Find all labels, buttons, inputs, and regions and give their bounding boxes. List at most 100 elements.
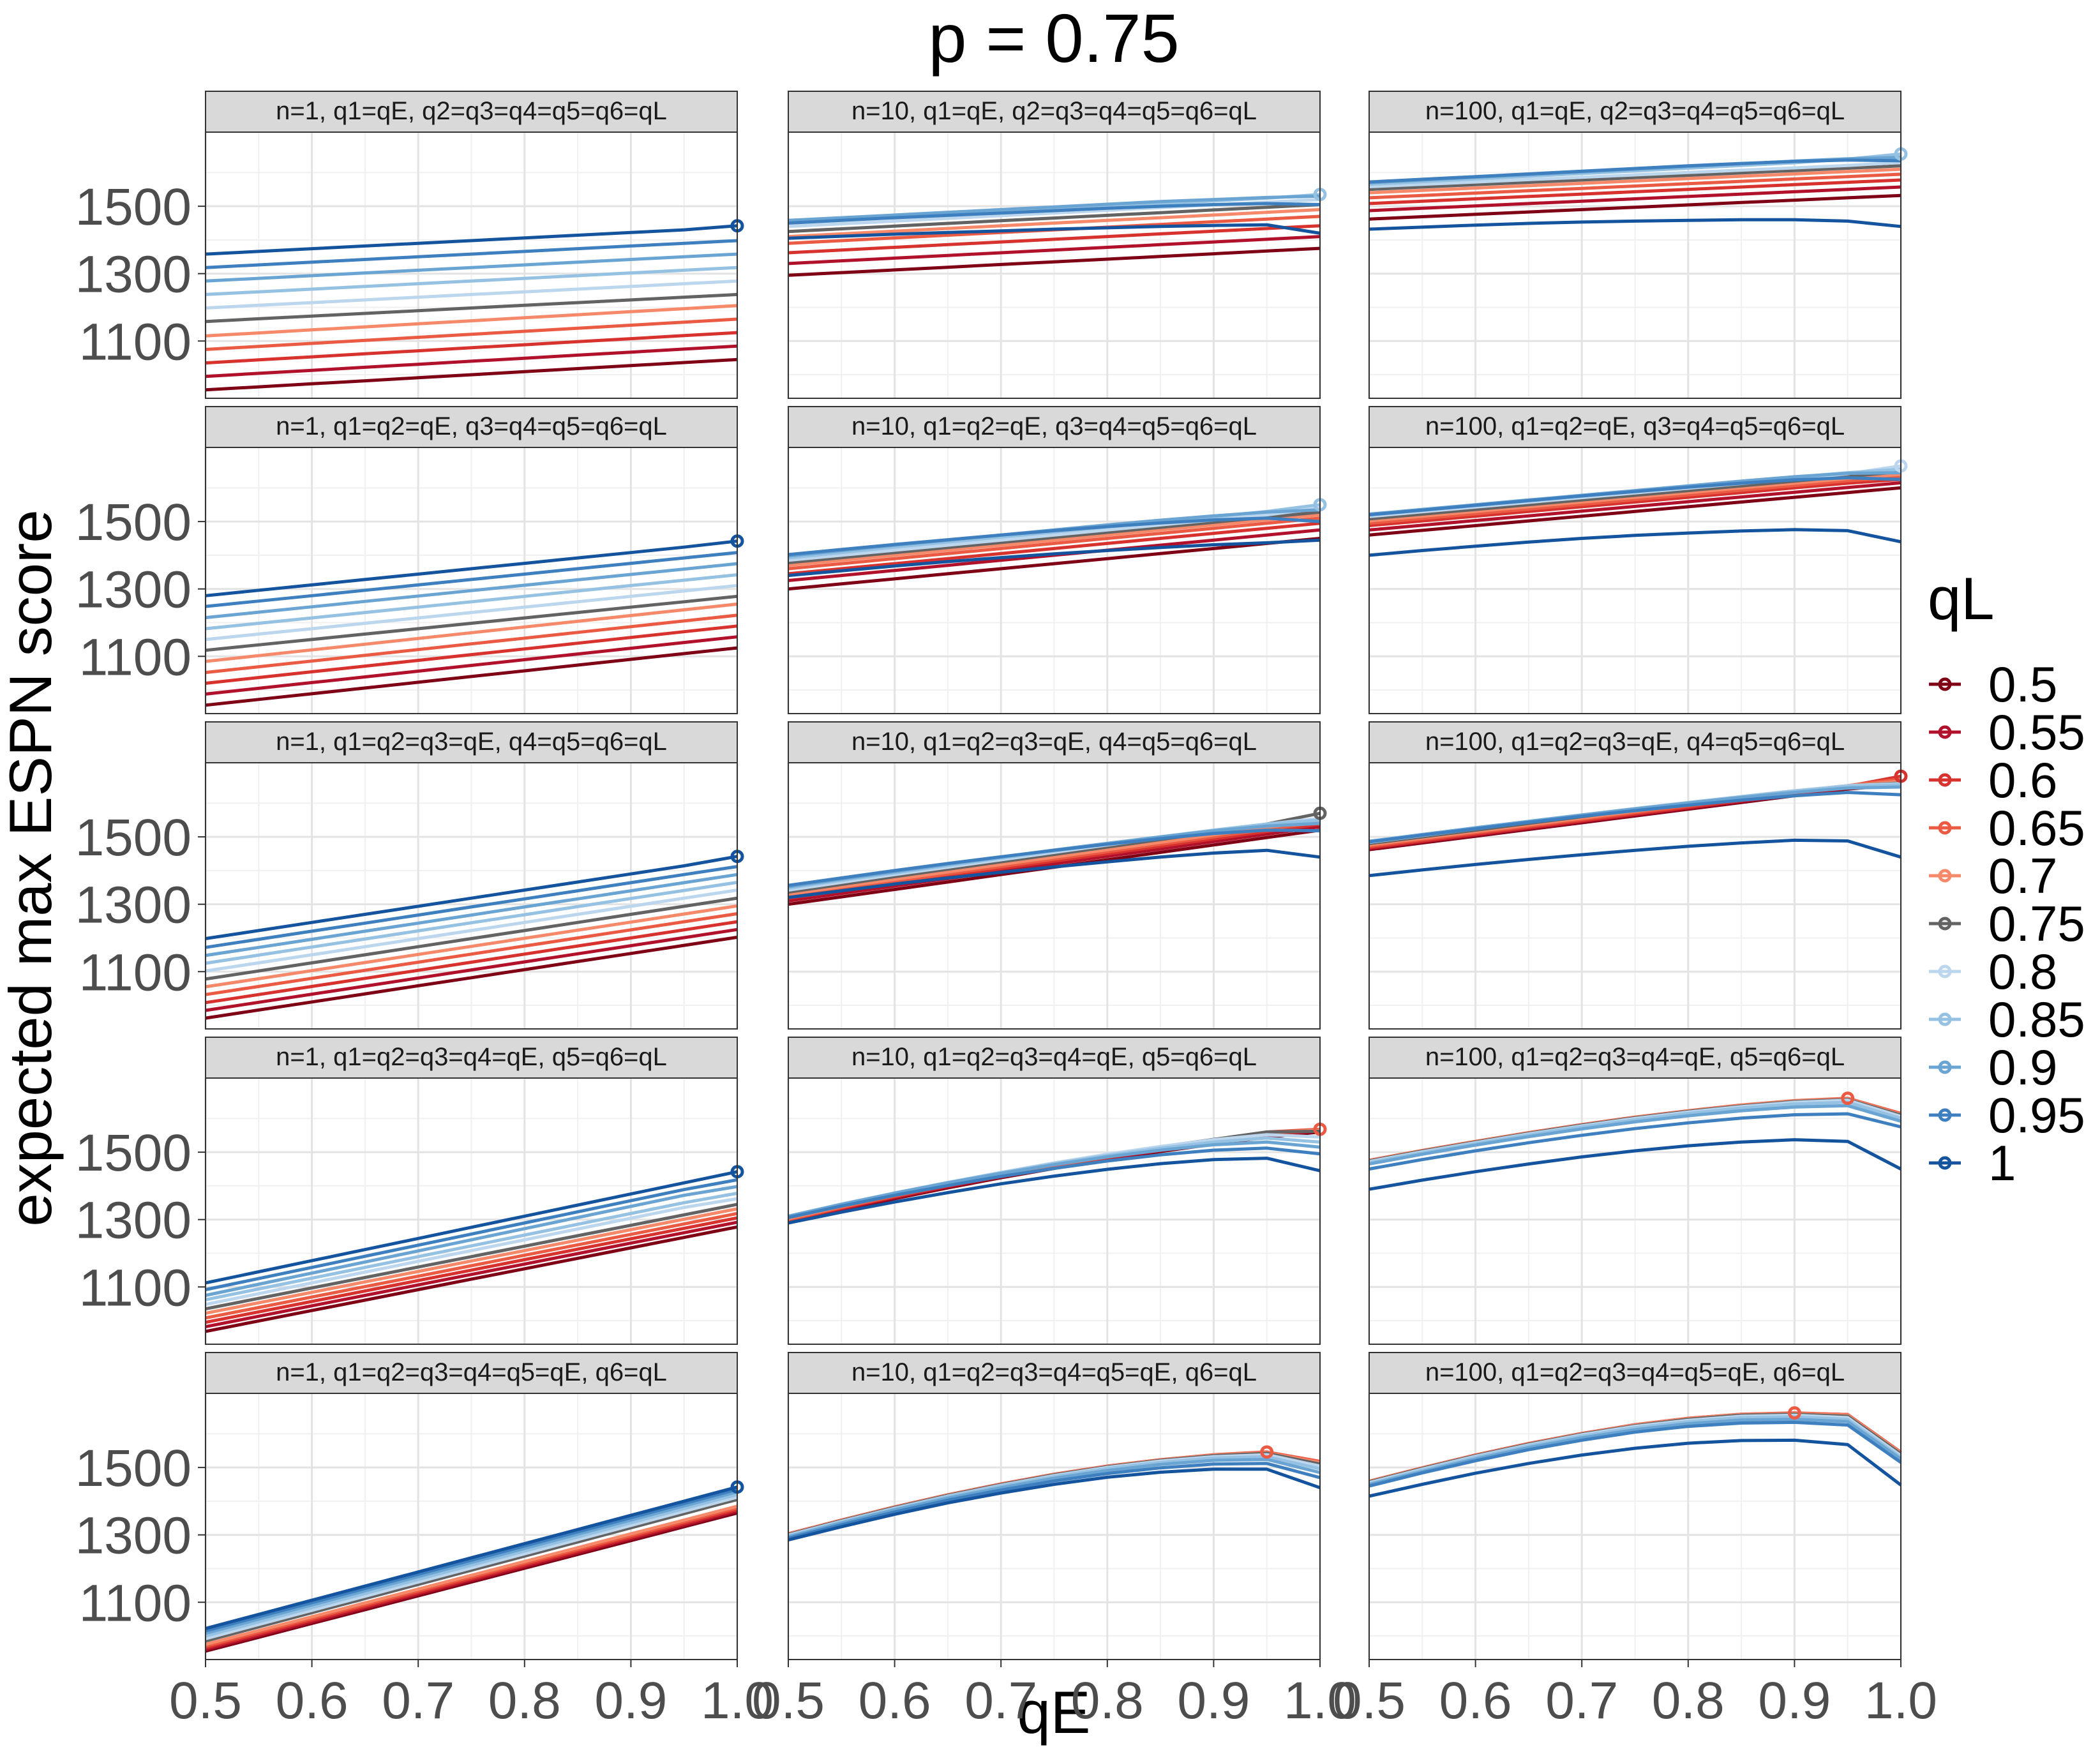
series-line-qL-0.85 (205, 1192, 738, 1301)
series-line-qL-0.55 (205, 635, 738, 696)
y-tick-label: 1300 (75, 876, 191, 934)
series-line-qL-0.8 (205, 1495, 738, 1640)
series-line-qL-0.75 (205, 896, 738, 981)
series-line-qL-0.8 (205, 1197, 738, 1307)
y-tick-label: 1300 (75, 561, 191, 619)
panel-border (788, 1077, 1321, 1345)
series-line-qL-0.95 (788, 202, 1321, 225)
series-line-qL-0.95 (205, 865, 738, 949)
legend-label: 0.65 (1988, 800, 2085, 856)
series-line-qL-0.6 (205, 624, 738, 685)
facet-panel: n=100, q1=q2=qE, q3=q4=q5=q6=qL (1368, 406, 1908, 714)
facet-strip (788, 1037, 1321, 1079)
facet-strip-label: n=100, q1=q2=q3=qE, q4=q5=q6=qL (1425, 728, 1845, 756)
x-tick-label: 0.7 (964, 1672, 1037, 1730)
panel-border (1369, 762, 1901, 1030)
facet-strip-label: n=1, q1=qE, q2=q3=q4=q5=q6=qL (276, 97, 667, 125)
facet-strip (788, 91, 1321, 133)
x-tick-label: 0.8 (1652, 1672, 1725, 1730)
legend-key-marker (1938, 964, 1952, 978)
facet-strip (1369, 1037, 1901, 1079)
series-line-qL-0.8 (1369, 161, 1901, 188)
panel-border (1369, 1393, 1901, 1660)
facet-strip-label: n=1, q1=q2=q3=q4=q5=qE, q6=qL (276, 1358, 667, 1386)
legend-key-marker (1938, 1108, 1952, 1122)
legend-key-marker (1938, 1012, 1952, 1026)
y-tick-label: 1300 (75, 1192, 191, 1250)
panel-border (788, 1393, 1321, 1660)
series-line-qL-0.9 (788, 1140, 1321, 1218)
series-line-qL-0.5 (205, 935, 738, 1020)
series-line-qL-0.75 (205, 292, 738, 324)
x-tick-label: 0.6 (276, 1672, 349, 1730)
series-line-qL-1 (205, 1485, 738, 1630)
series-line-qL-1 (205, 224, 738, 256)
series-line-qL-0.8 (205, 279, 738, 310)
legend-key-marker (1938, 725, 1952, 739)
y-tick-label: 1100 (79, 628, 191, 686)
series-line-qL-1 (1369, 1138, 1902, 1191)
facet-strip-label: n=100, q1=qE, q2=q3=q4=q5=q6=qL (1425, 97, 1845, 125)
facet-panel: n=100, q1=qE, q2=q3=q4=q5=q6=qL (1368, 91, 1908, 399)
series-line-qL-1 (788, 223, 1321, 240)
series-line-qL-0.95 (1369, 1420, 1902, 1488)
series-line-qL-0.9 (788, 194, 1321, 222)
panel-border (205, 762, 738, 1030)
legend-item: 0.5 (1929, 656, 2057, 712)
series-line-qL-0.75 (205, 594, 738, 652)
series-line-qL-0.95 (788, 1462, 1321, 1540)
series-line-qL-0.95 (205, 1178, 738, 1291)
facet-strip (205, 406, 738, 448)
facet-strip (788, 1352, 1321, 1394)
facet-strip-label: n=10, q1=qE, q2=q3=q4=q5=q6=qL (851, 97, 1257, 125)
facet-panel: n=1, q1=q2=q3=q4=q5=qE, q6=qL 1100 1300 150… (75, 1352, 774, 1730)
x-tick-label: 0.9 (1758, 1672, 1831, 1730)
series-line-qL-0.55 (788, 825, 1321, 903)
legend-item: 0.8 (1929, 943, 2057, 1000)
y-tick-label: 1500 (75, 1439, 191, 1497)
x-tick-label: 1.0 (701, 1672, 774, 1730)
facet-strip (205, 1037, 738, 1079)
legend-key-marker (1938, 917, 1952, 931)
series-line-qL-0.9 (205, 873, 738, 957)
facet-panel: n=100, q1=q2=q3=qE, q4=q5=q6=qL (1368, 721, 1908, 1030)
y-tick-label: 1500 (75, 1124, 191, 1182)
series-line-qL-0.65 (1369, 476, 1901, 525)
facet-strip (205, 91, 738, 133)
facet-panel: n=1, q1=q2=q3=q4=qE, q5=q6=qL 1100 1300 150… (75, 1037, 744, 1345)
series-line-qL-0.8 (205, 888, 738, 973)
legend-key-marker (1938, 677, 1952, 691)
facet-strip (1369, 406, 1901, 448)
series-line-qL-1 (205, 539, 738, 597)
series-line-qL-0.5 (1369, 486, 1901, 537)
facet-strip-label: n=1, q1=q2=q3=qE, q4=q5=q6=qL (276, 728, 667, 756)
series-line-qL-0.8 (205, 583, 738, 641)
series-line-qL-0.95 (1369, 791, 1901, 844)
x-tick-label: 0.9 (594, 1672, 667, 1730)
series-line-qL-0.85 (205, 266, 738, 296)
series-line-qL-0.75 (788, 203, 1321, 234)
series-line-qL-0.9 (205, 252, 738, 283)
series-line-qL-1 (1369, 1438, 1902, 1498)
series-line-qL-1 (1369, 218, 1901, 231)
series-line-qL-0.85 (205, 1492, 738, 1638)
facet-strip (788, 721, 1321, 763)
optimum-marker (1841, 1091, 1855, 1106)
series-line-qL-0.6 (788, 224, 1321, 255)
legend-item: 0.75 (1929, 896, 2085, 952)
x-tick-label: 0.8 (488, 1672, 561, 1730)
legend-item: 0.65 (1929, 800, 2085, 856)
legend-label: 0.8 (1988, 943, 2057, 1000)
facet-strip-label: n=100, q1=q2=q3=q4=q5=qE, q6=qL (1425, 1358, 1845, 1386)
series-line-qL-0.95 (788, 828, 1321, 887)
facet-strip-label: n=10, q1=q2=qE, q3=q4=q5=q6=qL (851, 412, 1257, 440)
series-line-qL-0.5 (205, 357, 738, 392)
y-tick-label: 1100 (79, 943, 191, 1001)
series-line-qL-0.65 (205, 912, 738, 996)
series-line-qL-0.5 (205, 646, 738, 707)
series-line-qL-0.95 (205, 1487, 738, 1633)
panel-border (205, 131, 738, 399)
panel-border (1369, 1077, 1901, 1345)
series-line-qL-1 (788, 1467, 1321, 1542)
